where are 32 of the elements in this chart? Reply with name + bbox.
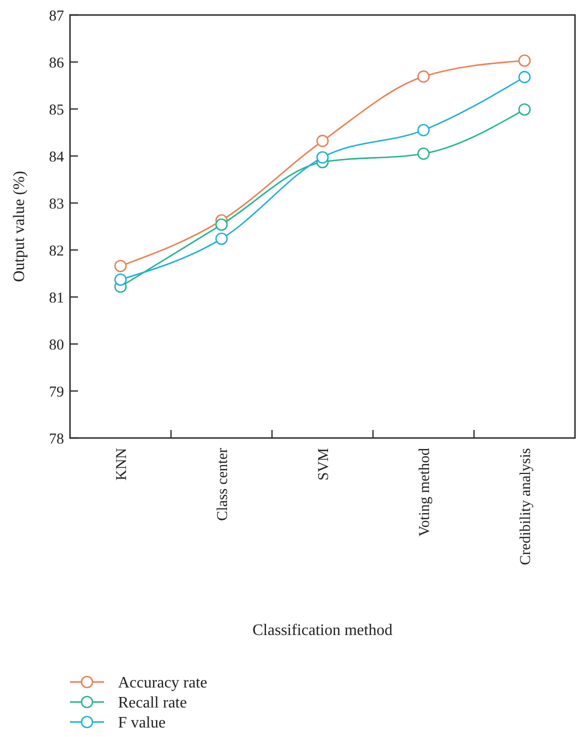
- legend-label: F value: [118, 714, 166, 732]
- y-tick-label: 83: [49, 196, 64, 212]
- x-tick-label: Class center: [214, 448, 231, 521]
- x-tick-label: SVM: [316, 448, 332, 481]
- legend-label: Recall rate: [118, 694, 187, 712]
- point: [316, 151, 329, 164]
- x-tick-label: KNN: [114, 448, 130, 480]
- point: [114, 273, 127, 286]
- y-tick-label: 80: [49, 337, 64, 354]
- x-tick-label: Voting method: [416, 448, 433, 536]
- y-axis-title: Output value (%): [11, 170, 28, 282]
- y-tick-label: 82: [49, 243, 64, 260]
- point: [518, 54, 531, 67]
- y-tick-label: 78: [49, 431, 64, 448]
- x-tick-label: Credibility analysis: [518, 448, 534, 566]
- point: [518, 103, 531, 116]
- legend-label: Accuracy rate: [118, 674, 208, 692]
- y-tick-label: 85: [49, 102, 64, 118]
- point: [114, 260, 127, 272]
- point: [316, 134, 329, 148]
- point: [417, 148, 430, 160]
- point: [215, 232, 228, 245]
- point: [417, 124, 430, 136]
- x-axis-title: Classification method: [252, 622, 392, 639]
- point: [215, 218, 228, 231]
- point: [518, 70, 531, 84]
- y-tick-label: 86: [49, 55, 64, 72]
- y-tick-label: 87: [49, 8, 64, 24]
- point: [417, 70, 430, 83]
- y-tick-label: 81: [49, 290, 64, 306]
- y-tick-label: 84: [49, 149, 64, 166]
- y-tick-label: 79: [49, 384, 64, 400]
